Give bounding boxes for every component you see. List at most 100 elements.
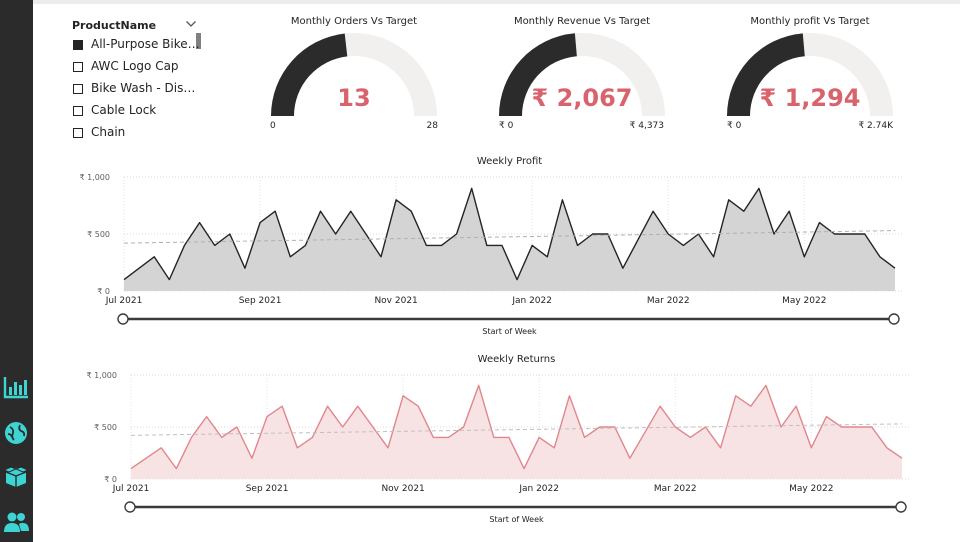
data-point xyxy=(728,199,730,201)
gauge-revenue: Monthly Revenue Vs Target ₹ 2,067 ₹ 0 ₹ … xyxy=(487,12,677,142)
chart-title: Weekly Returns xyxy=(478,354,556,365)
data-point xyxy=(871,426,873,428)
sidebar xyxy=(0,0,33,542)
data-point xyxy=(538,437,540,439)
data-point xyxy=(145,457,147,459)
data-point xyxy=(372,426,374,428)
data-point xyxy=(493,437,495,439)
data-point xyxy=(803,256,805,258)
data-point xyxy=(169,279,171,281)
slicer-item-label: Cable Lock xyxy=(91,103,157,117)
data-point xyxy=(674,426,676,428)
series-line xyxy=(123,187,896,281)
range-slider-handle-end[interactable] xyxy=(888,313,900,325)
y-tick-label: ₹ 1,000 xyxy=(80,173,110,182)
data-point xyxy=(614,426,616,428)
data-point xyxy=(886,447,888,449)
data-point xyxy=(795,405,797,407)
data-point xyxy=(191,437,193,439)
data-point xyxy=(607,233,609,235)
data-point xyxy=(652,210,654,212)
slicer-item[interactable]: Bike Wash - Dissol... xyxy=(72,81,201,99)
data-point xyxy=(357,405,359,407)
data-point xyxy=(637,239,639,241)
data-point xyxy=(780,426,782,428)
x-tick-label: Jul 2021 xyxy=(112,484,150,494)
data-point xyxy=(592,233,594,235)
data-point xyxy=(599,426,601,428)
slicer-checkbox[interactable] xyxy=(73,62,83,72)
data-point xyxy=(206,416,208,418)
box-icon[interactable] xyxy=(2,462,30,490)
gauge-arc xyxy=(271,33,437,117)
range-slider-handle-start[interactable] xyxy=(124,501,136,513)
data-point xyxy=(184,245,186,247)
data-point xyxy=(289,256,291,258)
gauge-title: Monthly Revenue Vs Target xyxy=(513,16,651,27)
x-tick-label: Nov 2021 xyxy=(374,296,417,306)
x-tick-label: May 2022 xyxy=(782,296,826,306)
users-icon[interactable] xyxy=(2,508,30,536)
range-slider-handle-start[interactable] xyxy=(117,313,129,325)
data-point xyxy=(221,437,223,439)
range-slider-handle-end[interactable] xyxy=(895,501,907,513)
x-axis-label: Start of Week xyxy=(489,515,544,524)
top-divider xyxy=(33,0,960,4)
bar-chart-icon[interactable] xyxy=(2,373,30,401)
data-point xyxy=(448,437,450,439)
data-point xyxy=(894,267,896,269)
data-point xyxy=(819,222,821,224)
data-point xyxy=(236,426,238,428)
slicer-checkbox[interactable] xyxy=(73,106,83,116)
data-point xyxy=(327,405,329,407)
weekly-returns-svg: Weekly Returns ₹ 0 ₹ 500 ₹ 1,000 Jul 2021 Sep… xyxy=(86,354,910,524)
data-point xyxy=(342,426,344,428)
y-tick-label: ₹ 500 xyxy=(94,423,117,432)
slicer-item[interactable]: AWC Logo Cap xyxy=(72,59,196,77)
data-point xyxy=(244,267,246,269)
gauge-title: Monthly Orders Vs Target xyxy=(290,16,418,27)
x-tick-label: Jan 2022 xyxy=(518,484,559,494)
slicer-checkbox[interactable] xyxy=(73,128,83,138)
slicer-checkbox[interactable] xyxy=(73,40,83,50)
data-point xyxy=(266,416,268,418)
gauge-value: 13 xyxy=(337,84,371,112)
trend-line xyxy=(130,423,903,436)
data-point xyxy=(305,245,307,247)
data-point xyxy=(138,267,140,269)
data-point xyxy=(644,431,646,433)
data-point xyxy=(123,279,125,281)
data-point xyxy=(395,199,397,201)
globe-icon[interactable] xyxy=(2,419,30,447)
data-point xyxy=(380,256,382,258)
slicer-item[interactable]: All-Purpose Bike St... xyxy=(72,37,201,55)
data-point xyxy=(788,210,790,212)
data-point xyxy=(387,447,389,449)
data-point xyxy=(259,222,261,224)
data-point xyxy=(629,457,631,459)
slicer-item-label: All-Purpose Bike St... xyxy=(91,37,201,51)
gauge-profit: Monthly profit Vs Target ₹ 1,294 ₹ 0 ₹ 2… xyxy=(715,12,905,142)
data-point xyxy=(426,245,428,247)
data-point xyxy=(350,210,352,212)
data-point xyxy=(199,222,201,224)
data-point xyxy=(841,426,843,428)
data-point xyxy=(531,245,533,247)
data-point xyxy=(229,233,231,235)
data-point xyxy=(471,188,473,190)
x-tick-label: Nov 2021 xyxy=(381,484,424,494)
slicer-checkbox[interactable] xyxy=(73,84,83,94)
gauge-max: ₹ 2.74K xyxy=(858,121,893,131)
chevron-down-icon[interactable] xyxy=(185,19,197,29)
slicer-item[interactable]: Chain xyxy=(72,125,196,143)
gauge-max: ₹ 4,373 xyxy=(629,121,664,131)
slicer-scrollbar[interactable] xyxy=(196,33,201,49)
data-point xyxy=(690,437,692,439)
data-point xyxy=(720,447,722,449)
data-point xyxy=(130,468,132,470)
gauge-min: 0 xyxy=(270,121,276,131)
y-tick-label: ₹ 1,000 xyxy=(86,371,117,380)
slicer-item[interactable]: Cable Lock xyxy=(72,103,196,121)
data-point xyxy=(659,405,661,407)
gauge-title: Monthly profit Vs Target xyxy=(750,16,870,27)
